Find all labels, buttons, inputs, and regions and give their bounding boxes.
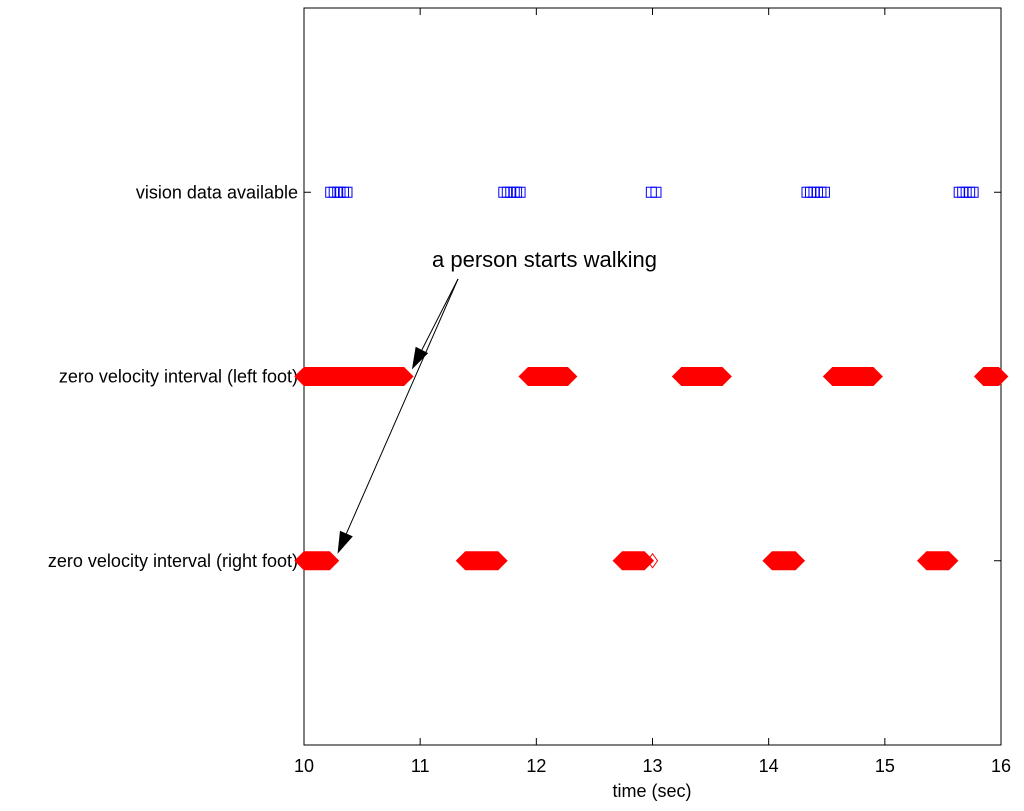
vision-data-marker	[801, 186, 813, 198]
x-tick-label: 12	[526, 756, 546, 776]
zero-velocity-interval	[762, 551, 806, 571]
vision-data-marker	[328, 186, 340, 198]
vision-data-marker	[325, 186, 337, 198]
x-tick-label: 14	[759, 756, 779, 776]
annotation: a person starts walking	[337, 247, 657, 554]
vision-data-marker	[811, 186, 823, 198]
vision-data-marker	[341, 186, 353, 198]
zero-velocity-interval	[294, 551, 340, 571]
vision-data-marker	[501, 186, 513, 198]
vision-data-marker	[957, 186, 969, 198]
data-marks	[294, 186, 1009, 571]
vision-data-marker	[334, 186, 346, 198]
x-tick-label: 15	[875, 756, 895, 776]
vision-data-marker	[967, 186, 979, 198]
vision-data-marker	[332, 186, 344, 198]
annotation-text: a person starts walking	[432, 247, 657, 272]
annotation-arrow-head	[337, 530, 353, 554]
vision-data-marker	[815, 186, 827, 198]
y-axis-ticks: zero velocity interval (right foot) zero …	[48, 182, 1001, 571]
vision-data-marker	[511, 186, 523, 198]
vision-data-marker	[964, 186, 976, 198]
x-tick-label: 16	[991, 756, 1011, 776]
zero-velocity-interval	[973, 367, 1009, 386]
zero-velocity-interval	[612, 551, 655, 571]
zero-velocity-interval	[455, 551, 508, 571]
y-tick-label: zero velocity interval (right foot)	[48, 551, 298, 571]
vision-data-marker	[337, 186, 349, 198]
zero-velocity-interval	[822, 367, 883, 386]
vision-data-marker	[508, 186, 520, 198]
y-tick-label: vision data available	[136, 182, 298, 202]
zero-velocity-interval	[916, 551, 959, 571]
vision-data-marker	[498, 186, 510, 198]
annotation-arrow-line	[421, 278, 459, 351]
x-tick-label: 13	[642, 756, 662, 776]
vision-data-marker	[818, 186, 830, 198]
y-tick-label: zero velocity interval (left foot)	[59, 367, 298, 387]
vision-data-marker	[953, 186, 965, 198]
x-tick-label: 11	[411, 756, 430, 776]
zero-velocity-interval	[518, 367, 578, 386]
vision-data-marker	[808, 186, 820, 198]
vision-data-marker	[960, 186, 972, 198]
annotation-arrow-line	[345, 278, 459, 534]
vision-data-marker	[505, 186, 517, 198]
zero-velocity-interval	[294, 367, 414, 386]
zero-velocity-interval	[671, 367, 732, 386]
vision-data-marker	[514, 186, 526, 198]
vision-data-marker	[650, 186, 662, 198]
x-axis-ticks: 10 11 12 13 14 15 16	[294, 8, 1011, 776]
open-diamond-marker	[646, 552, 659, 569]
annotation-arrow-head	[411, 346, 429, 370]
x-tick-label: 10	[294, 756, 314, 776]
vision-data-marker	[804, 186, 816, 198]
x-axis-label: time (sec)	[612, 781, 691, 801]
